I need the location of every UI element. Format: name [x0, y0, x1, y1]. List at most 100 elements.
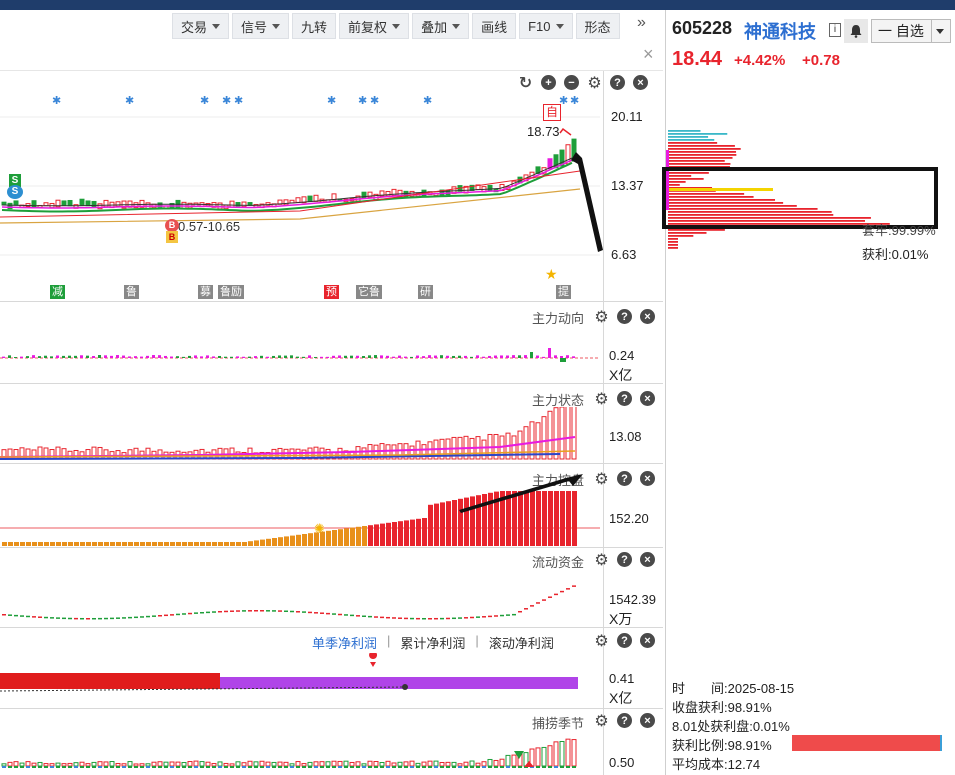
buhuo-jijie-chart[interactable]	[0, 733, 600, 775]
event-tag[interactable]: 募	[198, 285, 213, 299]
help-icon[interactable]: ?	[617, 713, 632, 728]
control-bar	[230, 542, 235, 546]
toolbar-button-2[interactable]: 九转	[292, 13, 337, 39]
candle	[61, 200, 67, 206]
stock-name[interactable]: 神通科技	[744, 22, 816, 42]
state-bar	[73, 449, 79, 460]
chip-bar	[668, 244, 678, 246]
flow-bar	[524, 355, 527, 358]
sell-signal-s[interactable]: S	[9, 174, 21, 187]
season-base	[290, 766, 294, 768]
gear-icon[interactable]: ⚙	[594, 712, 609, 730]
toolbar-button-1[interactable]: 信号	[232, 13, 290, 39]
close-panel-icon[interactable]: ×	[640, 633, 655, 648]
chevron-down-icon[interactable]	[936, 29, 944, 34]
control-bar	[434, 503, 439, 546]
profit-chart[interactable]	[0, 653, 600, 703]
season-bar	[187, 761, 193, 767]
zhuli-dongxiang-chart[interactable]	[0, 333, 600, 373]
toolbar-button-5[interactable]: 画线	[472, 13, 517, 39]
event-tag[interactable]: 鲁励	[218, 285, 244, 299]
close-panel-icon[interactable]: ×	[633, 75, 648, 90]
control-bar	[32, 542, 37, 546]
help-icon[interactable]: ?	[617, 391, 632, 406]
chip-bar	[668, 241, 678, 243]
gear-icon[interactable]: ⚙	[594, 390, 609, 408]
control-bar	[536, 491, 541, 546]
flow-bar	[110, 355, 113, 358]
close-icon[interactable]: ×	[643, 44, 654, 64]
tab-profit-0[interactable]: 单季净利润	[312, 636, 378, 651]
gear-icon[interactable]: ⚙	[594, 632, 609, 650]
toolbar-button-label: 前复权	[348, 19, 388, 35]
help-icon[interactable]: ?	[617, 633, 632, 648]
zhuli-kongpan-chart[interactable]: ✺	[0, 491, 600, 547]
more-tools-icon[interactable]: »	[637, 14, 646, 31]
add-watchlist-button[interactable]: 一 自选	[871, 19, 951, 43]
gear-icon[interactable]: ⚙	[587, 74, 602, 92]
help-icon[interactable]: ?	[617, 309, 632, 324]
season-bar	[367, 760, 373, 767]
toolbar-button-4[interactable]: 叠加	[412, 13, 470, 39]
flow-bar	[446, 355, 449, 358]
sell-signal-badge[interactable]: S	[7, 185, 23, 199]
help-icon[interactable]: ?	[610, 75, 625, 90]
liudong-zijin-chart[interactable]	[0, 581, 600, 627]
date-label: 时 间:2025-08-15	[672, 681, 795, 696]
event-tag[interactable]: 减	[50, 285, 65, 299]
control-bar	[560, 491, 565, 546]
arrow-up-icon	[524, 761, 534, 767]
help-icon[interactable]: ?	[617, 552, 632, 567]
quote-panel: 605228 神通科技 i 一 自选 18.44 +4.42% +0.78 套牢…	[662, 10, 955, 775]
reset-icon[interactable]: ↻	[518, 74, 533, 92]
gear-icon[interactable]: ⚙	[594, 308, 609, 326]
flow-bar	[74, 355, 77, 358]
buy-signal-badge[interactable]: B	[165, 219, 179, 232]
season-base	[548, 766, 552, 768]
candlestick-chart[interactable]: ✱ ✱ ✱ ✱ ✱ ✱ ✱ ✱ ✱ ✱ ✱	[0, 71, 600, 301]
control-bar	[44, 542, 49, 546]
info-icon[interactable]: i	[829, 23, 841, 37]
control-bar	[164, 542, 169, 546]
toolbar-button-3[interactable]: 前复权	[339, 13, 410, 39]
gear-icon[interactable]: ⚙	[594, 470, 609, 488]
tab-profit-1[interactable]: 累计净利润	[400, 636, 466, 651]
buy-signal-b[interactable]: B	[166, 231, 178, 243]
panel-controls: ⚙ ? ×	[594, 551, 655, 569]
control-bar	[68, 542, 73, 546]
close-panel-icon[interactable]: ×	[640, 391, 655, 406]
control-bar	[332, 530, 337, 546]
event-tag[interactable]: 预	[324, 285, 339, 299]
event-tag[interactable]: 它鲁	[356, 285, 382, 299]
close-panel-icon[interactable]: ×	[640, 552, 655, 567]
flow-bar	[176, 356, 179, 358]
event-tag[interactable]: 鲁	[124, 285, 139, 299]
help-icon[interactable]: ?	[617, 471, 632, 486]
flow-bar	[194, 355, 197, 358]
toolbar-button-0[interactable]: 交易	[172, 13, 230, 39]
flow-bar	[572, 356, 575, 358]
profit-bar	[0, 673, 220, 689]
control-bar	[242, 542, 247, 546]
toolbar-button-7[interactable]: 形态	[575, 13, 620, 39]
event-tag[interactable]: 提	[556, 285, 571, 299]
season-bar	[127, 761, 133, 767]
event-tag[interactable]: 研	[418, 285, 433, 299]
gear-icon[interactable]: ⚙	[594, 551, 609, 569]
state-bar	[403, 443, 409, 460]
close-panel-icon[interactable]: ×	[640, 713, 655, 728]
zhuli-zhuangtai-chart[interactable]	[0, 407, 600, 461]
chart-area[interactable]: ↻ + − ⚙ ? × ✱ ✱ ✱ ✱ ✱ ✱ ✱ ✱ ✱ ✱ ✱ 20.11 13.37 6.63…	[0, 70, 663, 775]
toolbar-button-6[interactable]: F10	[519, 13, 573, 39]
tab-profit-2[interactable]: 滚动净利润	[488, 636, 554, 651]
zoom-in-icon[interactable]: +	[541, 75, 556, 90]
close-panel-icon[interactable]: ×	[640, 471, 655, 486]
close-panel-icon[interactable]: ×	[640, 309, 655, 324]
bell-icon[interactable]	[844, 19, 868, 43]
candle	[535, 166, 541, 175]
season-bar	[235, 761, 241, 767]
season-bar	[139, 763, 145, 767]
chip-bar	[668, 217, 871, 219]
zoom-out-icon[interactable]: −	[564, 75, 579, 90]
flow-bar	[26, 356, 29, 358]
